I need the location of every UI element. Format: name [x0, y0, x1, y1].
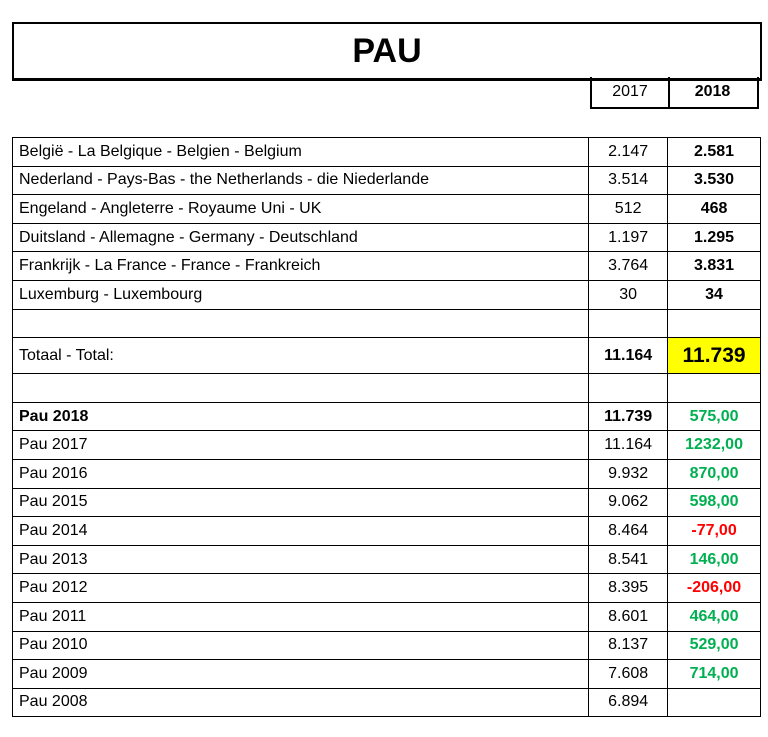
- value-2017: 1.197: [588, 222, 669, 253]
- history-row: Pau 2016 9.932 870,00: [11, 458, 761, 489]
- history-row: Pau 2013 8.541 146,00: [11, 544, 761, 575]
- year-total: 6.894: [588, 687, 669, 718]
- country-label: Luxemburg - Luxembourg: [11, 279, 590, 310]
- history-row: Pau 2011 8.601 464,00: [11, 601, 761, 632]
- year-difference: 464,00: [667, 601, 761, 632]
- year-difference: 870,00: [667, 458, 761, 489]
- value-2017: 512: [588, 194, 669, 224]
- year-label: Pau 2017: [11, 430, 590, 460]
- year-total: 9.062: [588, 487, 669, 518]
- year-label: Pau 2018: [11, 401, 590, 432]
- year-difference: [667, 687, 761, 718]
- history-row: Pau 2014 8.464 -77,00: [11, 516, 761, 546]
- year-label: Pau 2016: [11, 458, 590, 489]
- empty-cell: [588, 373, 669, 403]
- history-row: Pau 2009 7.608 714,00: [11, 659, 761, 689]
- country-label: Nederland - Pays-Bas - the Netherlands -…: [11, 165, 590, 196]
- year-total: 8.464: [588, 516, 669, 546]
- year-total: 8.601: [588, 601, 669, 632]
- year-total: 9.932: [588, 458, 669, 489]
- total-row: Totaal - Total: 11.164 11.739: [11, 337, 761, 375]
- header-2017: 2017: [590, 77, 670, 109]
- year-difference: 529,00: [667, 630, 761, 661]
- country-row: Engeland - Angleterre - Royaume Uni - UK…: [11, 194, 761, 224]
- header-2018: 2018: [668, 77, 759, 109]
- visitors-table: België - La Belgique - Belgien - Belgium…: [11, 137, 761, 718]
- year-difference: 575,00: [667, 401, 761, 432]
- year-label: Pau 2010: [11, 630, 590, 661]
- year-total: 8.395: [588, 573, 669, 603]
- year-difference: -77,00: [667, 516, 761, 546]
- year-label: Pau 2011: [11, 601, 590, 632]
- country-row: Luxemburg - Luxembourg 30 34: [11, 279, 761, 310]
- year-total: 11.739: [588, 401, 669, 432]
- value-2018: 34: [667, 279, 761, 310]
- total-2017: 11.164: [588, 337, 669, 375]
- year-total: 11.164: [588, 430, 669, 460]
- year-total: 8.541: [588, 544, 669, 575]
- year-label: Pau 2015: [11, 487, 590, 518]
- empty-cell: [11, 373, 590, 403]
- history-row: Pau 2012 8.395 -206,00: [11, 573, 761, 603]
- year-difference: 1232,00: [667, 430, 761, 460]
- year-label: Pau 2008: [11, 687, 590, 718]
- value-2017: 30: [588, 279, 669, 310]
- country-label: Frankrijk - La France - France - Frankre…: [11, 251, 590, 281]
- country-row: Frankrijk - La France - France - Frankre…: [11, 251, 761, 281]
- year-total: 8.137: [588, 630, 669, 661]
- history-row: Pau 2015 9.062 598,00: [11, 487, 761, 518]
- empty-row: [11, 308, 761, 339]
- country-row: Nederland - Pays-Bas - the Netherlands -…: [11, 165, 761, 196]
- value-2018: 2.581: [667, 137, 761, 167]
- country-row: België - La Belgique - Belgien - Belgium…: [11, 137, 761, 167]
- empty-cell: [588, 308, 669, 339]
- value-2017: 3.514: [588, 165, 669, 196]
- country-label: België - La Belgique - Belgien - Belgium: [11, 137, 590, 167]
- history-row: Pau 2010 8.137 529,00: [11, 630, 761, 661]
- year-label: Pau 2013: [11, 544, 590, 575]
- value-2017: 3.764: [588, 251, 669, 281]
- value-2018: 3.530: [667, 165, 761, 196]
- year-total: 7.608: [588, 659, 669, 689]
- value-2017: 2.147: [588, 137, 669, 167]
- empty-row: [11, 373, 761, 403]
- year-difference: 598,00: [667, 487, 761, 518]
- page-title: PAU: [12, 22, 762, 81]
- empty-cell: [667, 308, 761, 339]
- total-label: Totaal - Total:: [11, 337, 590, 375]
- year-label: Pau 2012: [11, 573, 590, 603]
- empty-cell: [11, 308, 590, 339]
- history-row: Pau 2017 11.164 1232,00: [11, 430, 761, 460]
- year-difference: -206,00: [667, 573, 761, 603]
- country-label: Duitsland - Allemagne - Germany - Deutsc…: [11, 222, 590, 253]
- year-difference: 146,00: [667, 544, 761, 575]
- value-2018: 3.831: [667, 251, 761, 281]
- history-row: Pau 2018 11.739 575,00: [11, 401, 761, 432]
- empty-cell: [667, 373, 761, 403]
- country-row: Duitsland - Allemagne - Germany - Deutsc…: [11, 222, 761, 253]
- value-2018: 468: [667, 194, 761, 224]
- total-2018: 11.739: [667, 337, 761, 375]
- year-difference: 714,00: [667, 659, 761, 689]
- country-label: Engeland - Angleterre - Royaume Uni - UK: [11, 194, 590, 224]
- year-label: Pau 2009: [11, 659, 590, 689]
- year-label: Pau 2014: [11, 516, 590, 546]
- history-row: Pau 2008 6.894: [11, 687, 761, 718]
- value-2018: 1.295: [667, 222, 761, 253]
